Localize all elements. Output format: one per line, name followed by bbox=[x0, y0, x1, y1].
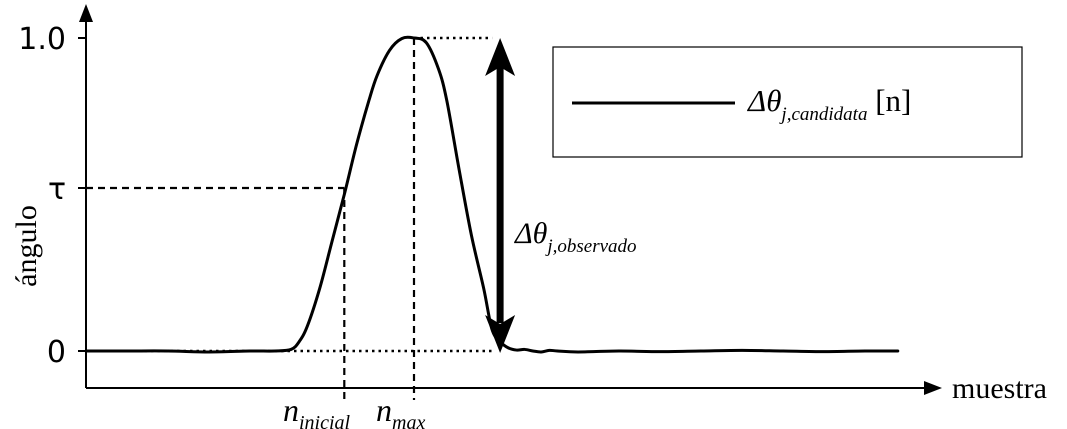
delta-observed-arrowhead-bottom bbox=[485, 315, 516, 353]
y-axis-label: ángulo bbox=[10, 205, 43, 287]
y-tick-label: τ bbox=[48, 172, 66, 207]
legend-entry-label: Δθj,candidata [n] bbox=[746, 83, 911, 125]
delta-observed-arrowhead-top bbox=[485, 38, 516, 76]
x-axis-arrowhead bbox=[924, 381, 942, 395]
legend: Δθj,candidata [n] bbox=[552, 46, 1023, 158]
n-max-label: nmax bbox=[376, 392, 425, 429]
x-axis-label: muestra bbox=[952, 372, 1047, 405]
n-inicial-label: ninicial bbox=[283, 392, 351, 429]
y-axis-arrowhead bbox=[79, 4, 93, 22]
delta-observed-label: Δθj,observado bbox=[514, 217, 637, 257]
y-tick-group: 1.0 τ 0 bbox=[18, 22, 86, 370]
y-tick-label: 1.0 bbox=[18, 22, 66, 57]
series-line-delta-theta-candidata bbox=[84, 35, 900, 354]
y-tick-label: 0 bbox=[47, 335, 66, 370]
